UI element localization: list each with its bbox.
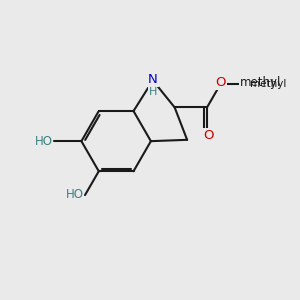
Text: O: O xyxy=(215,76,226,88)
Text: HO: HO xyxy=(34,135,52,148)
Text: methyl: methyl xyxy=(240,76,281,89)
Text: N: N xyxy=(148,73,158,86)
Text: H: H xyxy=(148,87,157,97)
Text: HO: HO xyxy=(65,188,83,201)
Text: O: O xyxy=(203,129,214,142)
Text: methyl: methyl xyxy=(250,79,286,88)
